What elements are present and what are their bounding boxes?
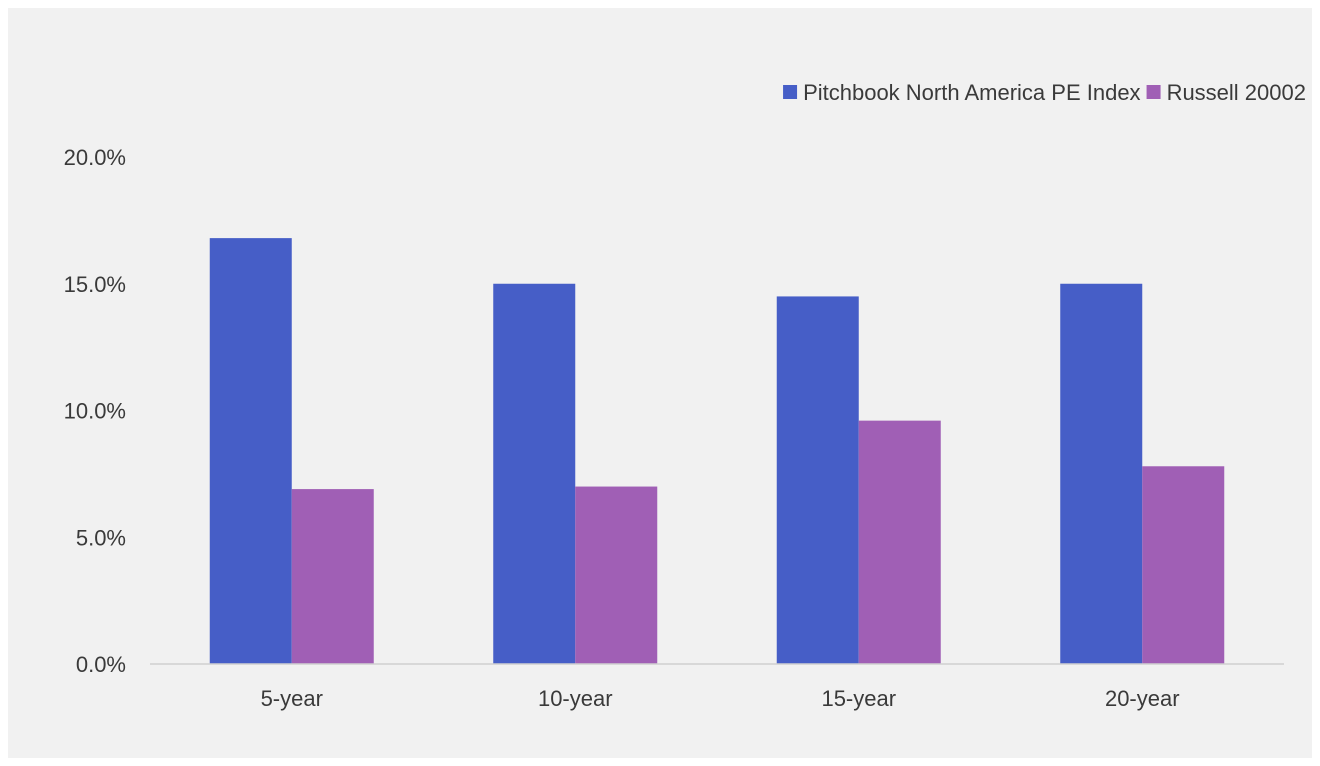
- x-tick-label: 5-year: [261, 686, 323, 711]
- bar-series-2-20-year: [1142, 466, 1225, 664]
- x-tick-label: 20-year: [1105, 686, 1180, 711]
- y-tick-label: 15.0%: [64, 272, 126, 297]
- bars: [209, 238, 1225, 664]
- y-tick-label: 20.0%: [64, 145, 126, 170]
- legend: Pitchbook North America PE Index Russell …: [783, 80, 1306, 105]
- y-axis: 0.0% 5.0% 10.0% 15.0% 20.0%: [64, 145, 126, 677]
- legend-label: Russell 20002: [1167, 80, 1306, 105]
- legend-item: Russell 20002: [1146, 80, 1306, 105]
- bar-series-2-5-year: [291, 489, 374, 664]
- bar-series-1-10-year: [493, 283, 576, 664]
- x-axis: 5-year 10-year 15-year 20-year: [261, 686, 1180, 711]
- legend-swatch: [1146, 85, 1161, 99]
- bar-series-2-15-year: [858, 420, 941, 664]
- legend-item: Pitchbook North America PE Index: [783, 80, 1141, 105]
- x-tick-label: 10-year: [538, 686, 613, 711]
- bar-series-2-10-year: [575, 486, 658, 664]
- bar-series-1-15-year: [776, 296, 859, 664]
- legend-label: Pitchbook North America PE Index: [803, 80, 1141, 105]
- x-tick-label: 15-year: [821, 686, 896, 711]
- bar-series-1-5-year: [209, 238, 292, 664]
- y-tick-label: 0.0%: [76, 652, 126, 677]
- y-tick-label: 10.0%: [64, 399, 126, 424]
- y-tick-label: 5.0%: [76, 525, 126, 550]
- bar-series-1-20-year: [1060, 283, 1143, 664]
- legend-swatch: [783, 85, 798, 99]
